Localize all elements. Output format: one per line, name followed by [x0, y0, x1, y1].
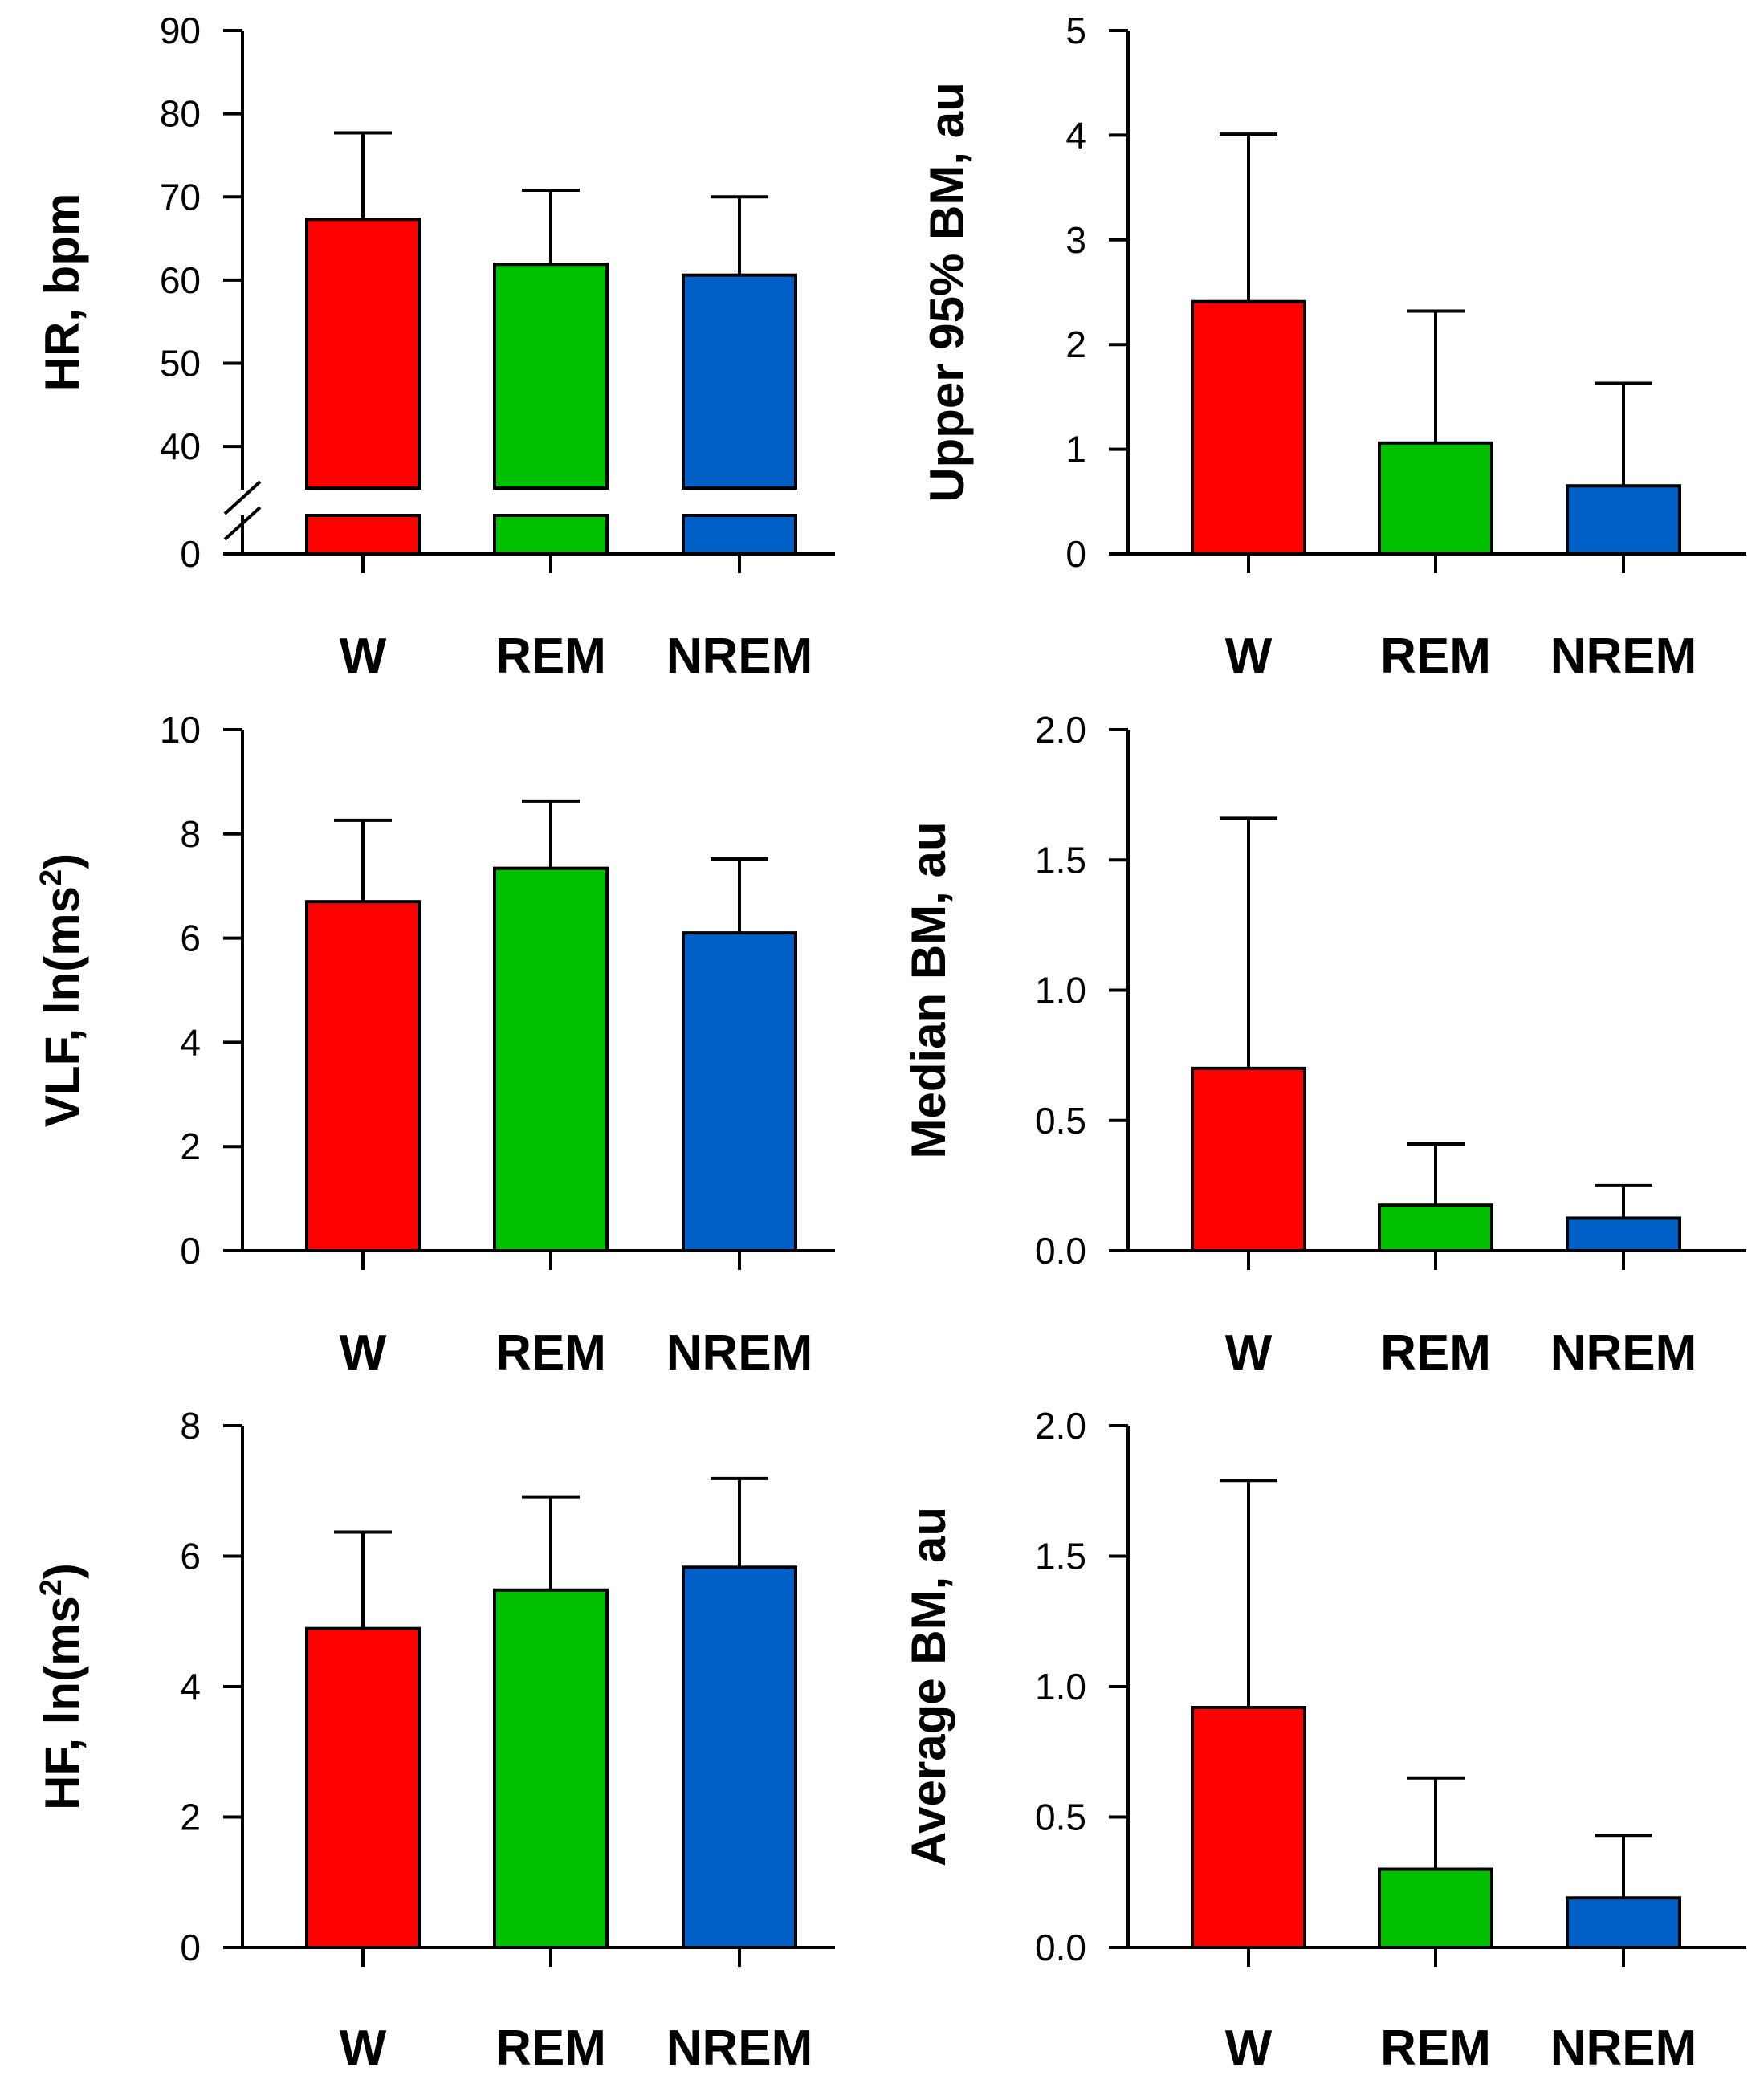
y-tick-label: 0.5: [1035, 1797, 1086, 1838]
category-label-w: W: [1225, 1325, 1273, 1381]
category-label-nrem: NREM: [666, 1325, 813, 1381]
y-axis-label: Upper 95% BM, au: [920, 82, 974, 502]
bar-rem: [1378, 1867, 1493, 1949]
category-label-w: W: [1225, 2021, 1273, 2076]
category-label-nrem: NREM: [666, 629, 813, 684]
y-tick-label: 1.0: [1035, 970, 1086, 1011]
y-tick-label: 3: [1065, 219, 1086, 261]
axis-break-mark: [223, 506, 262, 541]
y-tick-label: 60: [160, 259, 201, 301]
category-label-nrem: NREM: [1550, 1325, 1697, 1381]
y-tick-label: 2: [1065, 324, 1086, 365]
y-tick-label: 90: [160, 10, 201, 51]
y-tick-label: 4: [180, 1666, 201, 1707]
category-label-rem: REM: [1380, 629, 1491, 684]
bar-rem: [493, 263, 609, 490]
y-tick-label: 2.0: [1035, 709, 1086, 751]
bar-rem: [493, 1588, 609, 1949]
bar-nrem: [1566, 1216, 1681, 1252]
y-tick-label: 1.0: [1035, 1666, 1086, 1707]
bar-nrem: [1566, 484, 1681, 556]
y-axis-label: Median BM, au: [902, 821, 955, 1158]
chart-panel-2: 0 1 2 3 4 5 W REM NREM Upper 95% BM, au: [920, 10, 1746, 684]
category-label-w: W: [340, 629, 387, 684]
chart-panel-6: 0.0 0.5 1.0 1.5 2.0 W REM NREM Average BM, au: [902, 1405, 1746, 2076]
y-axis-label: Average BM, au: [902, 1507, 955, 1866]
bar-rem-base: [493, 514, 609, 556]
y-axis-label: HR, bpm: [35, 193, 89, 392]
bar-w: [1191, 299, 1306, 556]
y-tick-label: 0.5: [1035, 1100, 1086, 1142]
category-label-rem: REM: [1380, 1325, 1491, 1381]
y-tick-label: 1.5: [1035, 839, 1086, 881]
y-tick-label: 80: [160, 93, 201, 135]
bar-w-base: [305, 514, 421, 556]
y-tick-label: 50: [160, 343, 201, 385]
category-label-nrem: NREM: [666, 2021, 813, 2076]
y-tick-label: 0: [180, 1230, 201, 1272]
bar-w: [305, 218, 421, 490]
bar-rem: [493, 866, 609, 1253]
y-tick-label: 0.0: [1035, 1927, 1086, 1968]
bar-w: [305, 900, 421, 1253]
y-tick-label: 10: [160, 709, 201, 751]
category-label-w: W: [1225, 629, 1273, 684]
y-tick-label: 6: [180, 1536, 201, 1577]
bar-w: [1191, 1066, 1306, 1252]
category-label-w: W: [340, 1325, 387, 1381]
bar-rem: [1378, 441, 1493, 556]
chart-panel-1: 0 40 50 60 70 80 90 W REM NREM HR, bpm: [35, 10, 835, 684]
y-tick-label: 4: [1065, 114, 1086, 156]
category-label-rem: REM: [495, 1325, 606, 1381]
category-label-w: W: [340, 2021, 387, 2076]
bar-nrem: [1566, 1896, 1681, 1949]
axis-break-mark: [223, 480, 262, 515]
category-label-rem: REM: [1380, 2021, 1491, 2076]
y-axis-label: HF, ln(ms2): [35, 1563, 89, 1810]
category-label-nrem: NREM: [1550, 629, 1697, 684]
chart-panel-4: 0.0 0.5 1.0 1.5 2.0 W REM NREM Median BM, au: [902, 709, 1746, 1381]
y-tick-label: 0: [180, 533, 201, 575]
y-tick-label: 6: [180, 918, 201, 959]
category-label-rem: REM: [495, 629, 606, 684]
y-axis-label: VLF, ln(ms2): [35, 853, 89, 1127]
chart-panel-3: 0 2 4 6 8 10 W REM NREM VLF, ln(ms2): [35, 709, 835, 1381]
y-tick-label: 70: [160, 176, 201, 218]
y-tick-label: 40: [160, 425, 201, 467]
y-tick-label: 2: [180, 1797, 201, 1838]
y-tick-label: 2.0: [1035, 1405, 1086, 1447]
chart-panel-5: 0 2 4 6 8 W REM NREM HF, ln(ms2): [35, 1405, 835, 2076]
y-tick-label: 0: [1065, 533, 1086, 575]
y-tick-label: 0.0: [1035, 1230, 1086, 1272]
bar-nrem: [682, 931, 797, 1252]
bar-nrem: [682, 1565, 797, 1949]
category-label-rem: REM: [495, 2021, 606, 2076]
y-tick-label: 0: [180, 1927, 201, 1968]
y-tick-label: 4: [180, 1021, 201, 1063]
bar-w: [1191, 1706, 1306, 1949]
y-tick-label: 1: [1065, 429, 1086, 470]
bar-nrem-base: [682, 514, 797, 556]
bar-nrem: [682, 273, 797, 490]
bar-w: [305, 1626, 421, 1949]
y-tick-label: 2: [180, 1125, 201, 1167]
y-tick-label: 8: [180, 1405, 201, 1447]
category-label-nrem: NREM: [1550, 2021, 1697, 2076]
y-tick-label: 5: [1065, 10, 1086, 51]
y-tick-label: 8: [180, 813, 201, 855]
y-tick-label: 1.5: [1035, 1536, 1086, 1577]
bar-rem: [1378, 1203, 1493, 1253]
